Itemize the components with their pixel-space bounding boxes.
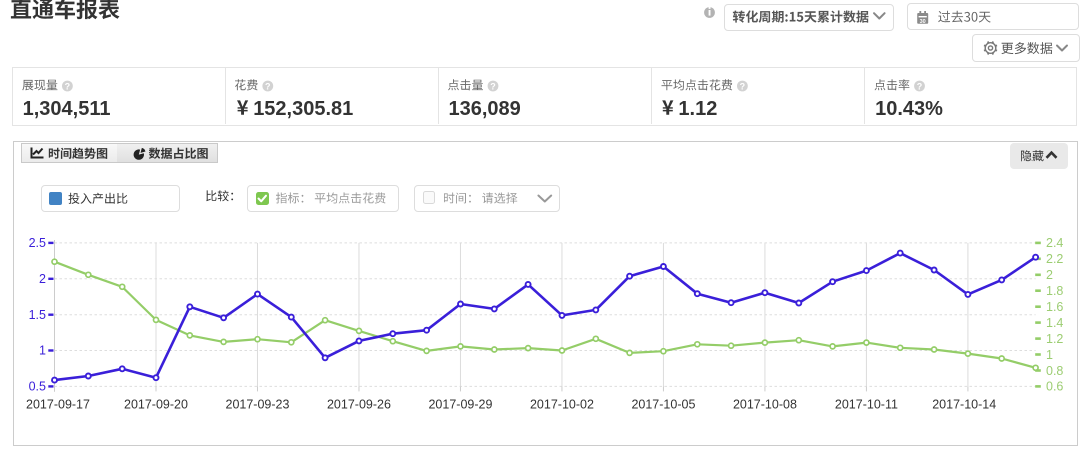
svg-text:?: ? (265, 82, 271, 92)
svg-text:1: 1 (1046, 348, 1053, 362)
svg-text:2017-09-17: 2017-09-17 (26, 398, 90, 412)
svg-text:30: 30 (920, 19, 926, 25)
svg-text:1.4: 1.4 (1046, 316, 1063, 330)
svg-text:2017-10-14: 2017-10-14 (932, 398, 996, 412)
svg-text:?: ? (490, 82, 496, 92)
svg-text:1.12: 1.12 (678, 98, 717, 120)
svg-text:2017-10-08: 2017-10-08 (733, 398, 797, 412)
svg-text:2017-10-02: 2017-10-02 (530, 398, 594, 412)
svg-text:1.8: 1.8 (1046, 284, 1063, 298)
svg-text:152,305.81: 152,305.81 (253, 98, 353, 120)
svg-text:1.2: 1.2 (1046, 332, 1063, 346)
svg-text:1,304,511: 1,304,511 (23, 98, 111, 120)
svg-text:136,089: 136,089 (449, 98, 521, 120)
svg-text:2017-09-23: 2017-09-23 (226, 398, 290, 412)
svg-text:?: ? (740, 82, 746, 92)
svg-text:2017-09-26: 2017-09-26 (327, 398, 391, 412)
svg-text:2.4: 2.4 (1046, 236, 1063, 250)
svg-text:0.5: 0.5 (29, 380, 46, 394)
svg-text:1: 1 (39, 344, 46, 358)
svg-text:2.5: 2.5 (29, 236, 46, 250)
svg-text:2017-09-29: 2017-09-29 (428, 398, 492, 412)
svg-text:1.6: 1.6 (1046, 300, 1063, 314)
svg-text:2017-10-05: 2017-10-05 (631, 398, 695, 412)
svg-text:2017-10-11: 2017-10-11 (835, 398, 898, 412)
svg-text:0.8: 0.8 (1046, 364, 1063, 378)
svg-text:?: ? (917, 82, 923, 92)
svg-text:1.5: 1.5 (29, 308, 46, 322)
svg-text:10.43%: 10.43% (875, 98, 943, 120)
svg-text:2017-09-20: 2017-09-20 (124, 398, 188, 412)
svg-text:2.2: 2.2 (1046, 252, 1063, 266)
svg-text:0.6: 0.6 (1046, 380, 1063, 394)
svg-text:?: ? (65, 82, 71, 92)
svg-text:2: 2 (1046, 268, 1053, 282)
svg-text:2: 2 (39, 272, 46, 286)
